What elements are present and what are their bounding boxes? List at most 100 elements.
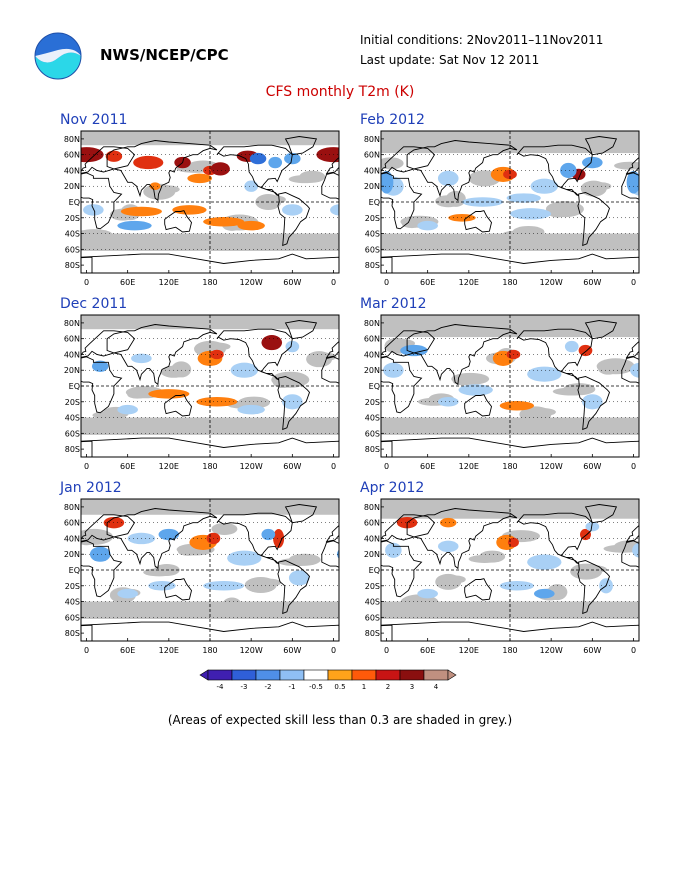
coastline: [277, 376, 311, 431]
coastline: [106, 140, 218, 202]
lon-tick-label: 120E: [459, 462, 479, 471]
coastline: [584, 320, 618, 340]
lat-tick-label: 80N: [64, 319, 80, 328]
panel-title: Apr 2012: [360, 480, 425, 496]
lat-tick-label: 40S: [365, 598, 380, 607]
coastline: [321, 356, 339, 391]
lat-tick-label: EQ: [369, 566, 380, 575]
lat-tick-label: 20N: [364, 550, 380, 559]
low-skill-patch: [271, 371, 310, 388]
lat-tick-label: 40N: [64, 534, 80, 543]
coastline: [464, 210, 492, 233]
coastline: [406, 508, 518, 570]
low-skill-patch: [171, 361, 192, 378]
anomaly-patch: [55, 570, 62, 585]
anomaly-patch: [55, 394, 56, 409]
anomaly-patch: [187, 173, 213, 184]
low-skill-patch: [529, 408, 556, 417]
colorbar-segment: [279, 669, 305, 681]
map-apr-2012: 80N 60N 40N 20N EQ 20S 40S 60S 80S 0 60E 120E 180 120…: [364, 498, 640, 655]
low-skill-patch: [479, 550, 506, 563]
lat-tick-label: 60S: [365, 245, 380, 254]
anomaly-patch: [506, 193, 541, 203]
colorbar-tick-label: -1: [289, 683, 296, 691]
coastline: [325, 340, 339, 359]
anomaly-patch: [578, 344, 593, 357]
panel-dec-2011: Dec 2011 80N 60N 40N 20N EQ 20S 40S 60S 80S 0 60E 1…: [55, 296, 357, 476]
coastline: [321, 172, 339, 207]
lat-tick-label: 40N: [64, 166, 80, 175]
lat-tick-label: 60N: [64, 151, 80, 160]
coastline: [464, 578, 492, 601]
coastline: [81, 146, 136, 174]
anomaly-patch: [55, 204, 56, 215]
lat-tick-label: 20S: [365, 582, 380, 591]
lon-tick-label: 0: [631, 462, 636, 471]
coastline: [625, 340, 639, 359]
lon-tick-label: 0: [331, 646, 336, 655]
map-nov-2011: 80N 60N 40N 20N EQ 20S 40S 60S 80S 0 60E 120E 180 120…: [55, 130, 340, 287]
colorbar-tick-label: 4: [434, 683, 439, 691]
anomaly-patch: [230, 362, 259, 378]
coastline: [625, 156, 639, 175]
lat-tick-label: EQ: [369, 198, 380, 207]
coastline: [81, 172, 123, 230]
lon-tick-label: 180: [202, 646, 217, 655]
anomaly-patch: [148, 389, 190, 399]
lat-tick-label: 60N: [364, 151, 380, 160]
anomaly-patch: [316, 147, 339, 163]
coastline: [81, 624, 93, 641]
lon-tick-label: 0: [331, 278, 336, 287]
coastline: [325, 524, 339, 543]
anomaly-patch: [507, 537, 519, 548]
lon-tick-label: 60E: [120, 278, 135, 287]
anomaly-patch: [284, 152, 301, 165]
coastline: [284, 136, 318, 156]
colorbar-segment: [375, 669, 401, 681]
map-mar-2012: 80N 60N 40N 20N EQ 20S 40S 60S 80S 0 60E 120E 180 120…: [364, 314, 640, 471]
coastline: [81, 256, 93, 273]
coastline: [355, 193, 363, 246]
lon-tick-label: 120W: [240, 646, 263, 655]
coastline: [55, 561, 63, 614]
lat-tick-label: 20N: [364, 182, 380, 191]
anomaly-patch: [417, 220, 438, 231]
coastline: [621, 540, 639, 575]
anomaly-patch: [630, 362, 639, 378]
colorbar-segment: [207, 669, 233, 681]
lat-tick-label: 40S: [65, 598, 80, 607]
panel-title: Jan 2012: [60, 480, 122, 496]
low-skill-patch: [211, 522, 238, 535]
anomaly-patch: [585, 521, 600, 532]
lat-tick-label: 40N: [64, 350, 80, 359]
initial-conditions: Initial conditions: 2Nov2011–11Nov2011: [360, 33, 604, 47]
low-skill-patch: [451, 372, 490, 385]
coastline: [164, 394, 192, 417]
colorbar-tick-label: -2: [265, 683, 272, 691]
colorbar-segment: [327, 669, 353, 681]
lon-tick-label: 60E: [420, 646, 435, 655]
lat-tick-label: 60N: [64, 335, 80, 344]
coastline: [406, 324, 518, 386]
coastline: [381, 624, 393, 641]
colorbar-tick-label: -0.5: [309, 683, 323, 691]
low-skill-patch: [81, 229, 114, 242]
lon-tick-label: 120E: [459, 278, 479, 287]
lat-tick-label: 80S: [365, 629, 380, 638]
lon-tick-label: 120W: [540, 462, 563, 471]
lat-tick-label: 20S: [365, 214, 380, 223]
colorbar: -4 -3 -2 -1 -0.5 0.5 1 2 3 4: [199, 669, 457, 691]
noaa-logo-icon: [34, 32, 82, 80]
panel-title: Feb 2012: [360, 112, 425, 128]
lat-tick-label: 40S: [65, 414, 80, 423]
lat-tick-label: 60N: [364, 519, 380, 528]
lat-tick-label: 60S: [65, 245, 80, 254]
anomaly-patch: [131, 353, 152, 364]
anomaly-patch: [499, 581, 535, 591]
coastline: [81, 621, 339, 641]
anomaly-patch: [237, 220, 265, 231]
anomaly-patch: [120, 206, 162, 217]
lat-tick-label: 80S: [365, 445, 380, 454]
low-skill-patch: [445, 575, 466, 584]
anomaly-patch: [330, 204, 339, 216]
